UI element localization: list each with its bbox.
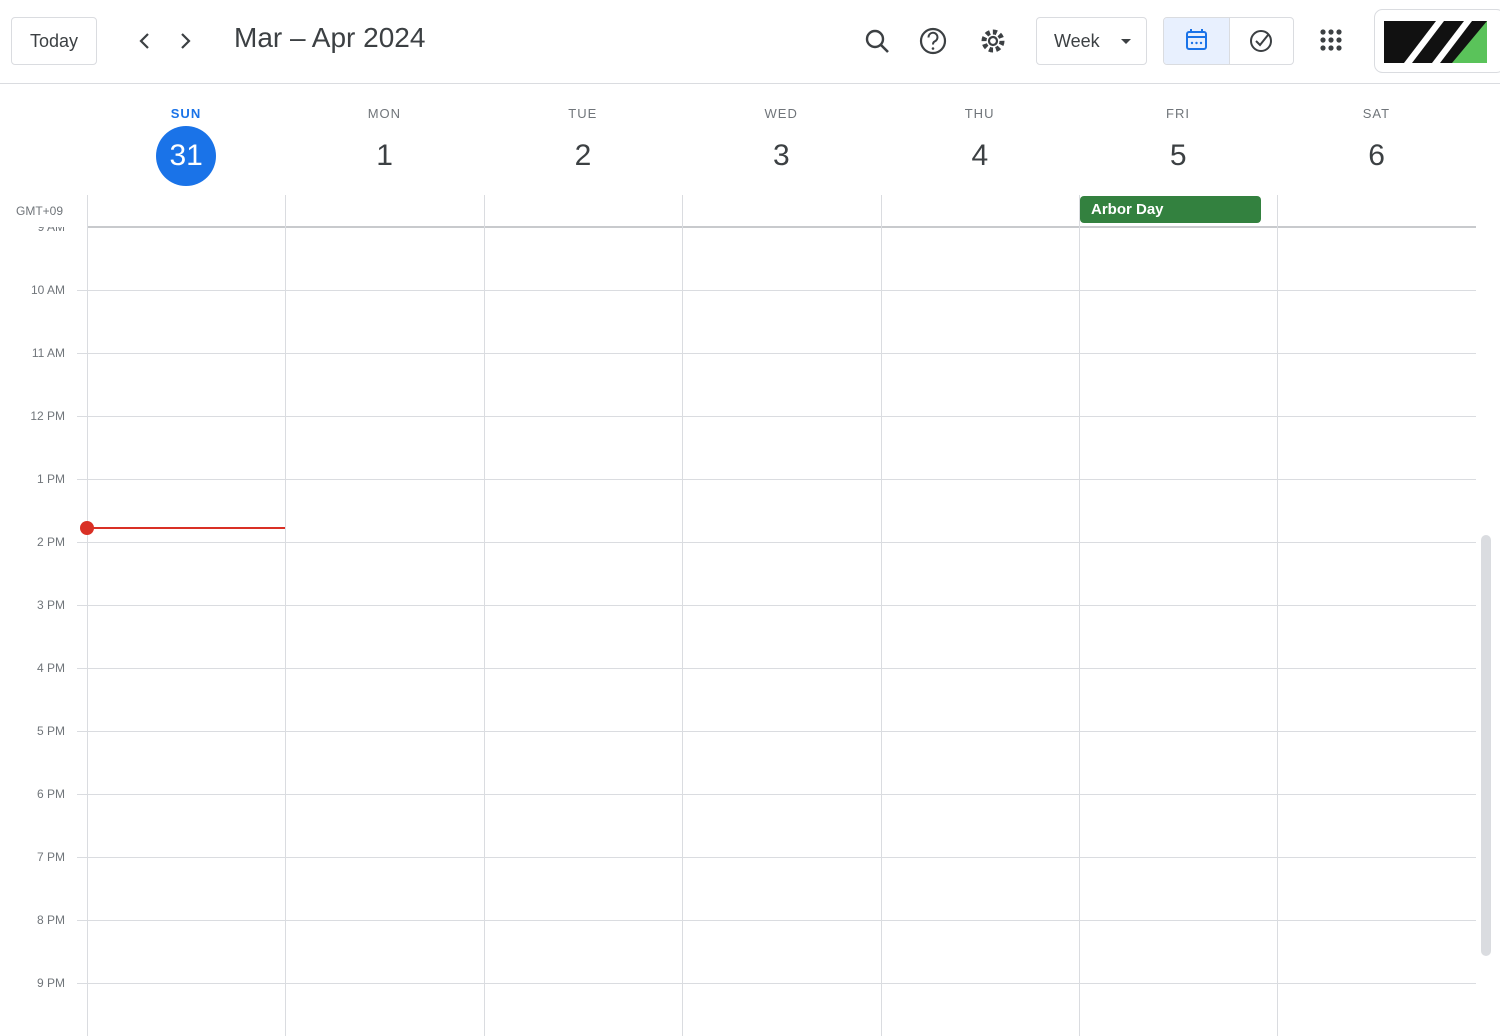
hour-line [77, 731, 1476, 732]
time-grid: 9 AM 10 AM 11 AM 12 PM 1 PM 2 PM 3 PM 4 PM 5 PM 6… [0, 227, 1500, 1036]
calendar-mode[interactable] [1164, 18, 1230, 64]
hour-label: 1 PM [36, 472, 65, 486]
day-divider [1277, 195, 1279, 1036]
hour-label: 10 AM [30, 283, 65, 297]
day-number[interactable]: 2 [574, 139, 592, 172]
all-day-divider [87, 226, 1476, 228]
day-name: MON [367, 106, 402, 121]
scrollbar[interactable] [1481, 535, 1491, 956]
day-name: SUN [170, 106, 202, 121]
day-divider [1079, 195, 1080, 1036]
nav-arrows[interactable] [132, 28, 198, 54]
hour-label: 5 PM [36, 724, 65, 738]
hour-line [77, 794, 1476, 795]
hour-label: 4 PM [36, 661, 65, 675]
mode-toggle[interactable] [1163, 17, 1294, 65]
hour-line [77, 983, 1476, 984]
account-logo[interactable] [1374, 9, 1500, 73]
day-name: SAT [1362, 106, 1391, 121]
hour-label: 9 AM [37, 227, 65, 234]
current-time-line [87, 527, 285, 529]
day-divider [880, 195, 882, 1036]
current-time-dot [80, 521, 94, 535]
day-number[interactable]: 3 [773, 139, 790, 172]
dropdown-caret [1120, 39, 1131, 44]
day-number[interactable]: 4 [971, 139, 989, 172]
day-number[interactable]: 6 [1368, 139, 1385, 172]
hour-line [77, 479, 1476, 480]
hour-line [77, 353, 1476, 354]
hour-line [77, 605, 1476, 606]
view-label: Week [1054, 30, 1100, 51]
hour-label: 7 PM [36, 850, 65, 864]
day-divider [87, 195, 88, 1036]
day-number[interactable]: 5 [1169, 139, 1187, 172]
day-name: WED [764, 106, 798, 121]
day-number[interactable]: 31 [156, 126, 217, 186]
hour-label: 2 PM [36, 535, 65, 549]
hour-label: 3 PM [36, 598, 65, 612]
all-day-event[interactable]: Arbor Day [1080, 196, 1261, 223]
day-name: THU [964, 106, 995, 121]
hour-line [77, 290, 1476, 291]
date-range-title: Mar – Apr 2024 [234, 22, 426, 53]
day-number[interactable]: 1 [376, 139, 393, 172]
today-button[interactable]: Today [11, 17, 97, 65]
timezone-label: GMT+09 [16, 204, 64, 218]
hour-line [77, 542, 1476, 543]
hour-label: 9 PM [36, 976, 65, 990]
day-divider [483, 195, 485, 1036]
hour-line [77, 857, 1476, 858]
day-name: FRI [1166, 106, 1190, 121]
hour-label: 11 AM [31, 346, 65, 360]
day-divider [682, 195, 684, 1036]
mode-icons [1186, 29, 1272, 52]
apps-grid[interactable] [1318, 27, 1346, 55]
day-divider [285, 195, 287, 1036]
toolbar-divider [0, 83, 1500, 84]
hour-label: 6 PM [36, 787, 65, 801]
day-name: TUE [568, 106, 598, 121]
hour-line [77, 416, 1476, 417]
toolbar-icons[interactable] [860, 24, 1020, 58]
hour-label: 12 PM [30, 409, 65, 423]
view-dropdown[interactable]: Week [1036, 17, 1147, 65]
hour-line [77, 668, 1476, 669]
hour-label: 8 PM [36, 913, 65, 927]
hour-line [77, 920, 1476, 921]
